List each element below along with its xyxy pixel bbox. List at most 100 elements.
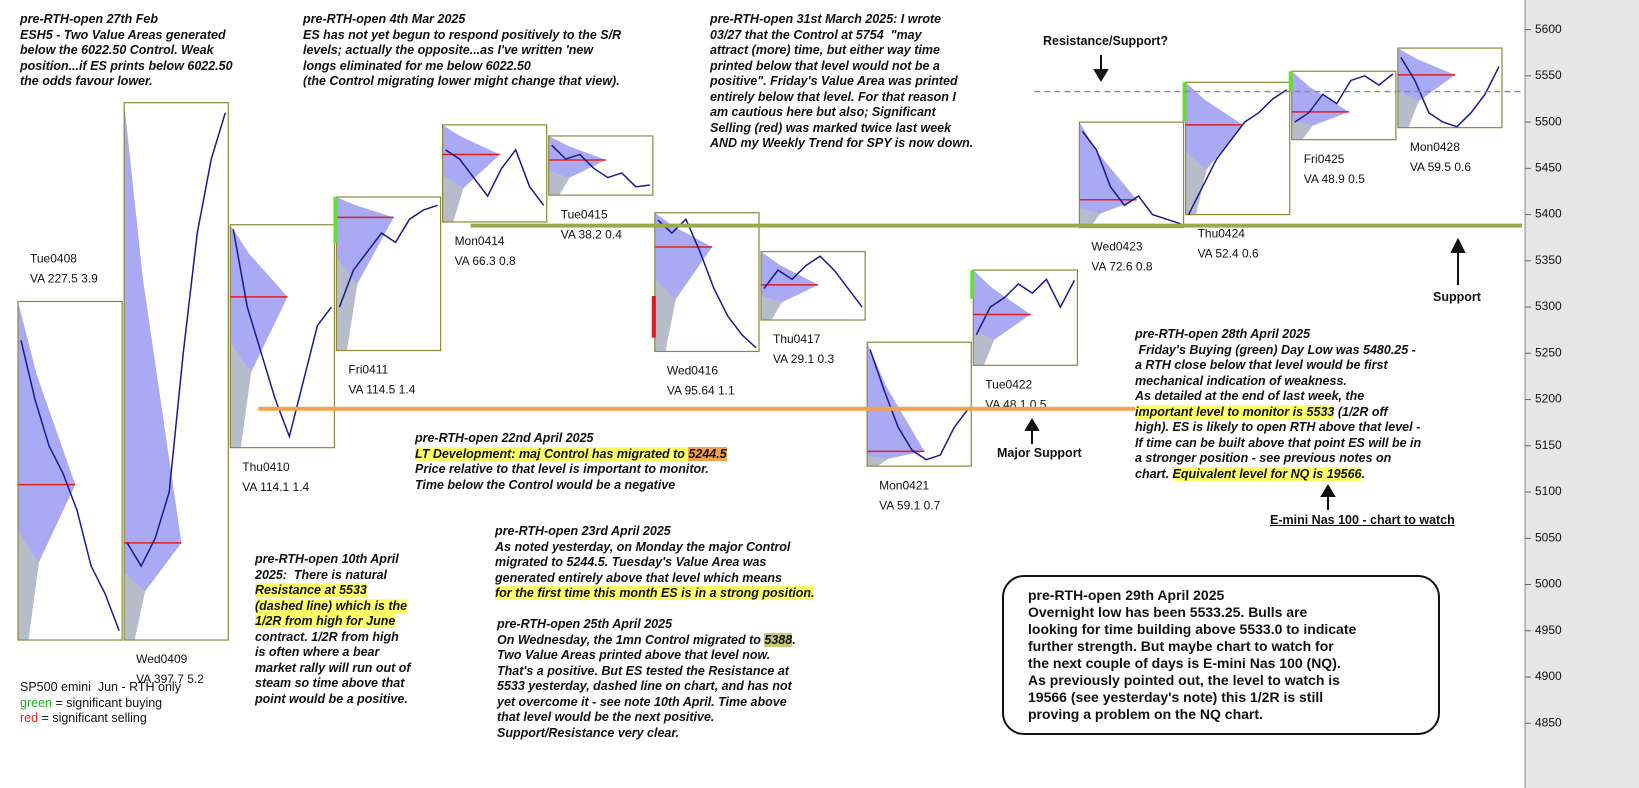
y-tick-label: 5300	[1535, 299, 1562, 313]
note-line: yet overcome it - see note 10th April. T…	[497, 694, 787, 709]
note-line: high). ES is likely to open RTH above th…	[1135, 420, 1421, 434]
axis-panel	[1525, 0, 1639, 788]
price-line	[338, 204, 438, 308]
note-line: longs eliminated for me below 6022.50	[303, 58, 531, 73]
note-line: Resistance at 5533	[255, 583, 411, 599]
signal	[970, 270, 975, 299]
note-line: On Wednesday, the 1mn Control migrated t…	[497, 632, 796, 649]
label: Resistance/Support?	[1043, 34, 1169, 48]
y-tick-label: 5200	[1535, 392, 1562, 406]
note-line: 03/27 that the Control at 5754 "may	[710, 27, 922, 42]
note-line: (the Control migrating lower might chang…	[303, 74, 620, 88]
session-va: VA 48.9 0.5	[1304, 172, 1365, 186]
price-line	[232, 229, 333, 440]
note-line: Overnight low has been 5533.25. Bulls ar…	[1028, 604, 1308, 620]
session-box	[548, 135, 654, 196]
profile-tail	[1291, 120, 1313, 140]
profile-tail	[973, 329, 995, 366]
note-line: looking for time building above 5533.0 t…	[1028, 621, 1357, 637]
note-line: point would be a positive.	[255, 691, 408, 706]
highlight-text: LT Development: maj Control has migrated…	[415, 446, 689, 461]
price-line	[20, 340, 120, 632]
session-va: VA 72.6 0.8	[1091, 260, 1152, 274]
session-box	[654, 212, 760, 353]
session-va: VA 227.5 3.9	[30, 272, 98, 286]
profile-tail	[867, 455, 888, 467]
price-line	[1294, 73, 1394, 123]
highlight-text: Equivalent level for NQ is 19566	[1172, 466, 1362, 481]
highlight-text: 5388	[764, 632, 793, 647]
text: = significant buying	[51, 695, 163, 710]
session-box	[1184, 81, 1291, 216]
note-line: As noted yesterday, on Monday the major …	[495, 539, 791, 554]
note-line: SP500 emini Jun - RTH only	[20, 680, 181, 694]
note-line: 5533 yesterday, dashed line on chart, an…	[497, 679, 792, 693]
note-line: pre-RTH-open 23rd April 2025	[495, 524, 671, 538]
note-line: the next couple of days is E-mini Nas 10…	[1028, 655, 1341, 671]
profile-tail	[124, 572, 145, 641]
note-line: Time below the Control would be a negati…	[415, 477, 676, 492]
y-tick-label: 5550	[1535, 68, 1562, 82]
note-line: ESH5 - Two Value Areas generated	[20, 27, 226, 42]
note-line: proving a problem on the NQ chart.	[1028, 706, 1263, 722]
note-line: mechanical indication of weakness.	[1135, 373, 1347, 388]
highlight-text: important level to monitor is 5533	[1135, 404, 1335, 419]
text: chart.	[1135, 466, 1173, 481]
text: .	[1361, 466, 1365, 481]
note-line: Support/Resistance very clear.	[497, 725, 680, 740]
session-box	[441, 124, 548, 223]
session-label: Mon0414	[455, 234, 505, 248]
price-line	[1400, 56, 1500, 128]
y-tick-label: 5150	[1535, 438, 1562, 452]
label: E-mini Nas 100 - chart to watch	[1270, 513, 1455, 527]
note-line: pre-RTH-open 4th Mar 2025	[303, 12, 466, 26]
session-box	[1397, 47, 1503, 129]
note-line: Price relative to that level is importan…	[415, 462, 709, 476]
note-line: Selling (red) was marked twice last week	[710, 120, 952, 135]
note: pre-RTH-open 10th April 2025: There is na…	[255, 552, 411, 707]
note-line: a stronger position - see previous notes…	[1135, 451, 1392, 465]
signal	[651, 295, 656, 338]
note-line: steam so time above that	[255, 676, 405, 690]
note-line: pre-RTH-open 25th April 2025	[497, 617, 673, 631]
note-line: 19566 (see yesterday's note) this 1/2R i…	[1028, 689, 1324, 705]
note-line: contract. 1/2R from high	[255, 629, 399, 644]
profile	[124, 102, 182, 641]
session-va: VA 29.1 0.3	[773, 352, 834, 366]
session-label: Mon0421	[879, 478, 929, 492]
highlight-text: (dashed line) which is the	[255, 598, 408, 613]
profile	[1079, 122, 1137, 228]
profile-tail	[1185, 151, 1207, 215]
note-line: pre-RTH-open 10th April	[255, 552, 399, 566]
note: pre-RTH-open 4th Mar 2025 ES has not yet …	[303, 12, 621, 90]
highlight-text: Resistance at 5533	[255, 583, 367, 597]
session-box	[866, 341, 972, 467]
note-line: printed below that level would not be a	[710, 58, 940, 73]
session-box	[123, 102, 229, 641]
note-line: further strength. But maybe chart to wat…	[1028, 638, 1334, 654]
signal	[1182, 82, 1187, 122]
profile-tail	[18, 531, 39, 641]
note-line: AND my Weekly Trend for SPY is now down.	[710, 136, 974, 150]
arrows	[1024, 55, 1466, 510]
profile-tail	[336, 257, 358, 351]
profile-tail	[1079, 208, 1101, 228]
session-label: Wed0409	[136, 652, 187, 666]
note-line: pre-RTH-open 31st March 2025: I wrote	[710, 12, 942, 26]
note-line: am cautious here but also; Significant	[710, 105, 936, 119]
note-line: Two Value Areas printed above that level…	[497, 648, 771, 662]
text: .	[792, 632, 796, 647]
note-line: 1/2R from high for June	[255, 614, 411, 630]
note-line: important level to monitor is 5533 (1/2R…	[1135, 404, 1421, 421]
note-line: pre-RTH-open 28th April 2025	[1135, 327, 1311, 341]
session-box	[335, 196, 442, 352]
y-tick-label: 5600	[1535, 22, 1562, 36]
note-line: that level would be the next positive.	[497, 710, 715, 724]
price-line	[1187, 89, 1288, 215]
text: (1/2R off	[1334, 404, 1388, 419]
y-tick-label: 4900	[1535, 669, 1562, 683]
price-line	[869, 349, 969, 461]
session-va: VA 397.7 5.2	[136, 672, 204, 686]
note-line: As previously pointed out, the level to …	[1028, 672, 1340, 688]
